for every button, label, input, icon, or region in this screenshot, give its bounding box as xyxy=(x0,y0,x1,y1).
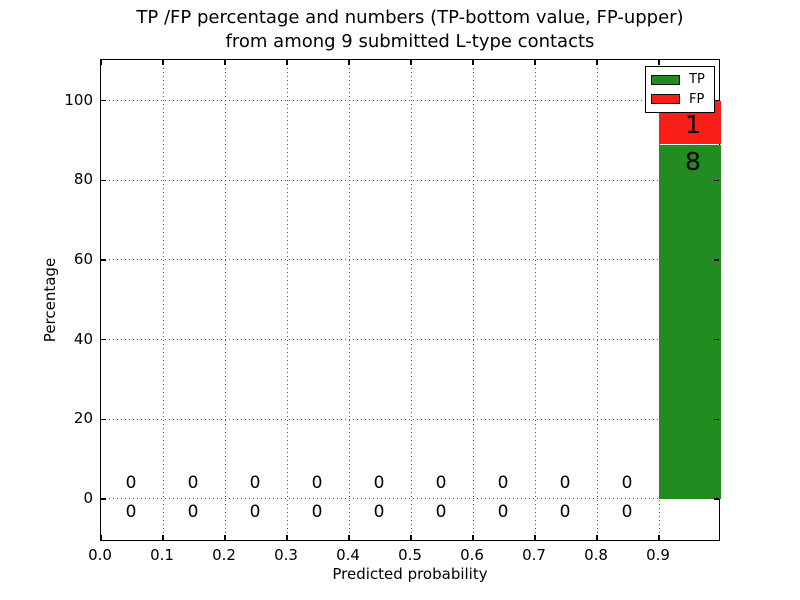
x-tick-top xyxy=(224,60,226,65)
tp-count-label: 0 xyxy=(435,501,447,522)
y-tick-left xyxy=(101,259,106,261)
tp-count-label: 0 xyxy=(497,501,509,522)
gridline-x xyxy=(596,60,598,540)
y-tick-label: 100 xyxy=(64,90,93,109)
y-tick-label: 20 xyxy=(73,409,93,428)
legend-item-tp: TP xyxy=(651,73,714,86)
x-tick-bottom xyxy=(348,535,350,540)
legend-label-fp: FP xyxy=(689,91,705,107)
fp-count-label: 0 xyxy=(125,472,137,493)
y-tick-right xyxy=(714,179,719,182)
x-tick-bottom xyxy=(534,535,536,540)
y-tick-left xyxy=(101,418,106,421)
x-tick-top xyxy=(534,60,536,65)
tp-count-label: 0 xyxy=(249,501,261,522)
gridline-x xyxy=(286,60,288,540)
legend: TP FP xyxy=(645,66,715,113)
tp-count-label: 0 xyxy=(187,501,199,522)
y-tick-right xyxy=(714,498,719,500)
gridline-y xyxy=(101,259,719,261)
y-tick-right xyxy=(714,259,719,261)
x-tick-label: 0.7 xyxy=(522,546,546,564)
gridline-x xyxy=(224,60,226,540)
gridline-x xyxy=(410,60,412,540)
x-tick-top xyxy=(658,60,660,65)
fp-count-label: 0 xyxy=(497,472,509,493)
tp-count-label: 0 xyxy=(311,501,323,522)
x-tick-bottom xyxy=(658,535,660,540)
y-tick-left xyxy=(101,338,106,341)
fp-count-label: 0 xyxy=(621,472,633,493)
y-tick-right xyxy=(714,338,719,341)
x-tick-label: 0.0 xyxy=(88,546,112,564)
gridline-x xyxy=(348,60,350,540)
fp-count-label: 0 xyxy=(435,472,447,493)
y-tick-label: 0 xyxy=(83,488,93,507)
legend-label-tp: TP xyxy=(689,72,705,88)
chart-title: TP /FP percentage and numbers (TP-bottom… xyxy=(100,6,720,54)
x-tick-bottom xyxy=(410,535,412,540)
x-tick-label: 0.1 xyxy=(150,546,174,564)
y-tick-left xyxy=(101,99,106,102)
x-tick-top xyxy=(596,60,598,65)
y-tick-right xyxy=(714,99,719,102)
x-tick-label: 0.6 xyxy=(460,546,484,564)
x-tick-bottom xyxy=(100,535,102,540)
tp-count-label: 0 xyxy=(621,501,633,522)
x-tick-bottom xyxy=(224,535,226,540)
x-tick-top xyxy=(410,60,412,65)
fp-swatch-icon xyxy=(651,94,680,105)
y-tick-label: 60 xyxy=(73,249,93,268)
x-tick-bottom xyxy=(162,535,164,540)
y-tick-label: 80 xyxy=(73,170,93,189)
x-tick-top xyxy=(348,60,350,65)
x-tick-label: 0.3 xyxy=(274,546,298,564)
plot-area xyxy=(100,59,721,541)
tp-count-label: 8 xyxy=(685,146,701,176)
fp-count-label: 0 xyxy=(559,472,571,493)
x-axis-label: Predicted probability xyxy=(332,565,488,583)
gridline-y xyxy=(101,418,719,420)
chart-title-line1: TP /FP percentage and numbers (TP-bottom… xyxy=(136,7,684,28)
fp-count-label: 0 xyxy=(373,472,385,493)
fp-count-label: 0 xyxy=(249,472,261,493)
tp-swatch-icon xyxy=(651,74,680,85)
gridline-x xyxy=(658,60,660,540)
fp-count-label: 0 xyxy=(311,472,323,493)
y-tick-label: 40 xyxy=(73,329,93,348)
x-tick-top xyxy=(162,60,164,65)
bar-segment-tp xyxy=(659,144,721,499)
x-tick-label: 0.5 xyxy=(398,546,422,564)
x-tick-label: 0.9 xyxy=(646,546,670,564)
tp-count-label: 0 xyxy=(373,501,385,522)
fp-count-label: 1 xyxy=(685,109,701,139)
legend-item-fp: FP xyxy=(651,93,714,106)
x-tick-top xyxy=(286,60,288,65)
gridline-y xyxy=(101,498,719,500)
tp-count-label: 0 xyxy=(125,501,137,522)
gridline-y xyxy=(101,100,719,102)
gridline-x xyxy=(472,60,474,540)
chart-title-line2: from among 9 submitted L-type contacts xyxy=(225,31,595,52)
x-tick-label: 0.4 xyxy=(336,546,360,564)
x-tick-bottom xyxy=(472,535,474,540)
tp-count-label: 0 xyxy=(559,501,571,522)
gridline-x xyxy=(534,60,536,540)
gridline-y xyxy=(101,179,719,181)
gridline-y xyxy=(101,339,719,341)
x-tick-label: 0.8 xyxy=(584,546,608,564)
x-tick-bottom xyxy=(286,535,288,540)
y-tick-left xyxy=(101,179,106,182)
x-tick-bottom xyxy=(596,535,598,540)
fp-count-label: 0 xyxy=(187,472,199,493)
y-tick-left xyxy=(101,498,106,500)
y-tick-right xyxy=(714,418,719,421)
x-tick-top xyxy=(100,60,102,65)
x-tick-top xyxy=(472,60,474,65)
x-tick-label: 0.2 xyxy=(212,546,236,564)
gridline-x xyxy=(162,60,164,540)
